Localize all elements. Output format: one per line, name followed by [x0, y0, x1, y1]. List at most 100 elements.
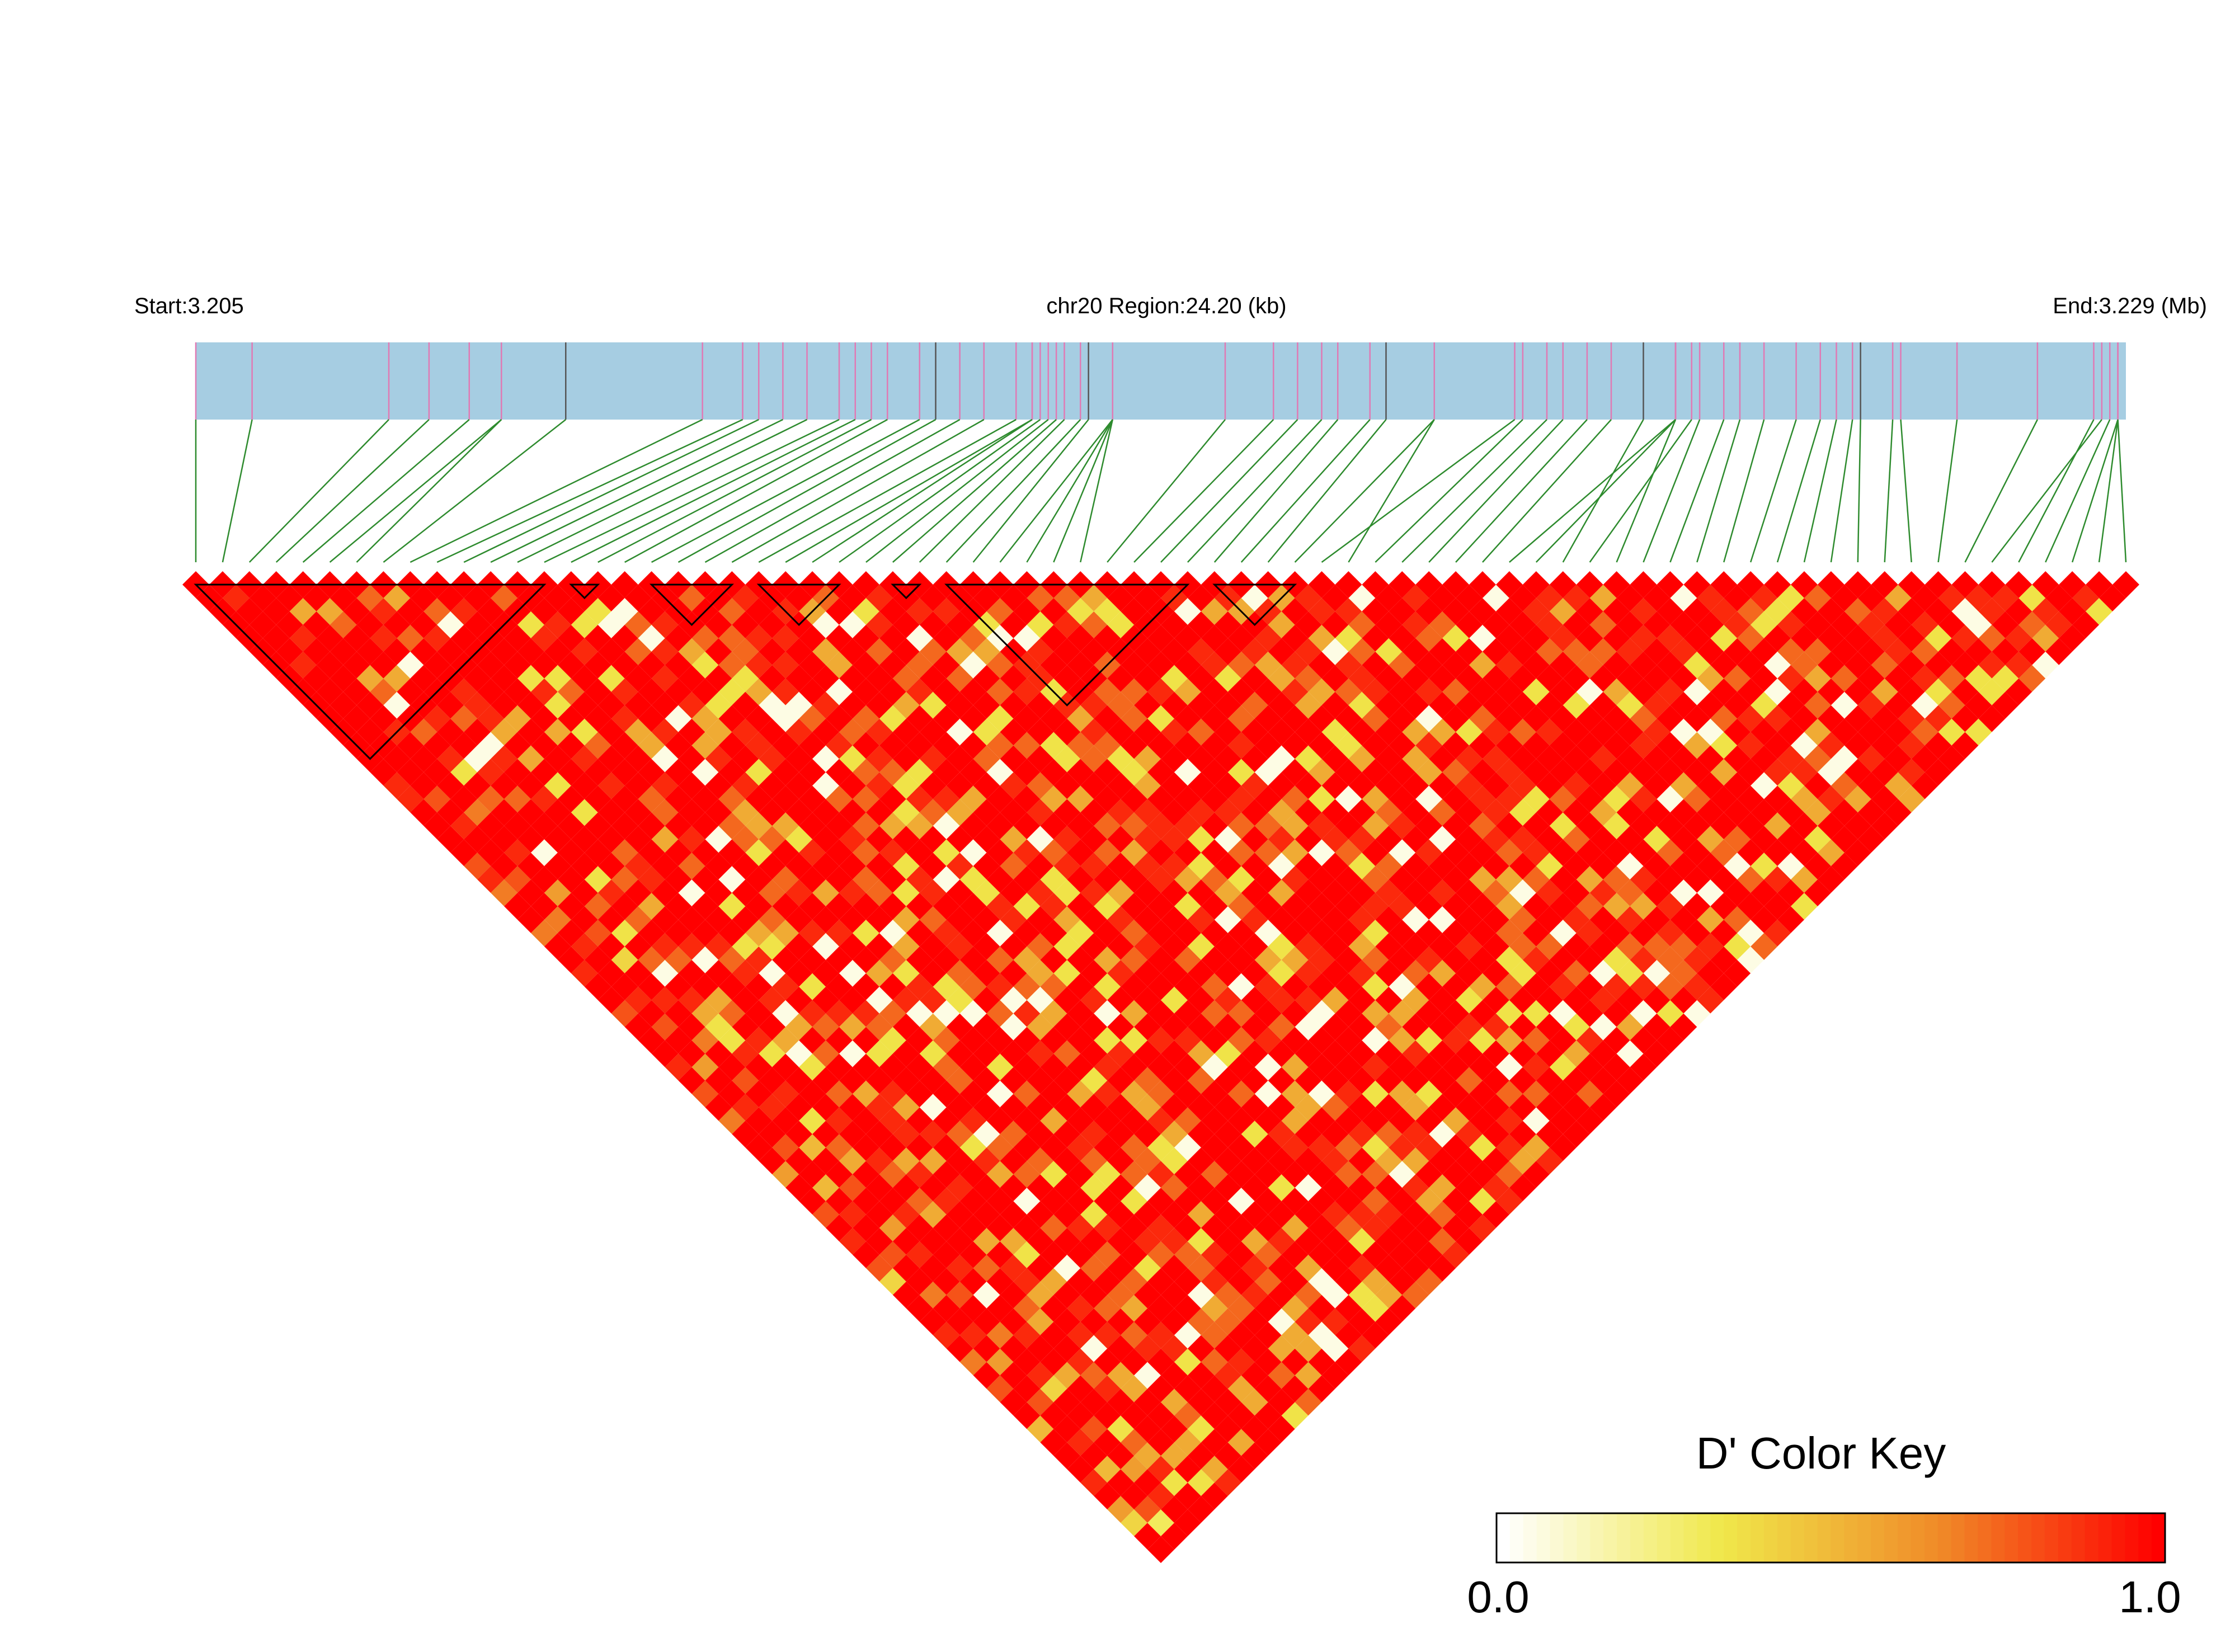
ld-cell	[1469, 1107, 1496, 1135]
ld-cell	[1710, 597, 1738, 625]
ld-cell	[1094, 1268, 1121, 1295]
ld-cell	[705, 799, 732, 826]
ld-cell	[1402, 1254, 1429, 1282]
ld-cell	[973, 718, 1000, 746]
ld-cell	[1630, 919, 1657, 947]
ld-cell	[544, 906, 571, 933]
ld-cell	[1737, 597, 1765, 625]
color-key-swatch	[1777, 1513, 1791, 1562]
ld-cell	[1576, 1053, 1603, 1081]
ld-cell	[1013, 1107, 1041, 1135]
ld-cell	[450, 597, 478, 625]
ld-cell	[1321, 1094, 1349, 1121]
ld-cell	[1563, 1094, 1590, 1121]
ld-cell	[1268, 986, 1295, 1014]
ld-cell	[959, 973, 987, 1000]
ld-cell	[1174, 946, 1201, 973]
ld-cell	[1389, 812, 1416, 840]
ld-cell	[1616, 906, 1644, 933]
ld-cell	[544, 772, 571, 799]
ld-cell	[557, 705, 585, 732]
ld-cell	[1362, 1053, 1389, 1081]
ld-cell	[933, 1188, 960, 1215]
ld-cell	[1335, 1188, 1362, 1215]
ld-cell	[705, 906, 732, 933]
ld-cell	[1857, 799, 1885, 826]
ld-cell	[1067, 1348, 1094, 1376]
ld-cell	[906, 624, 933, 652]
ld-cell	[1429, 638, 1456, 665]
ld-cell	[1147, 705, 1174, 732]
snp-connector	[704, 418, 961, 563]
ld-cell	[745, 1000, 773, 1027]
ld-cell	[906, 946, 933, 973]
ld-cell	[986, 812, 1014, 840]
ld-cell	[1147, 839, 1174, 867]
ld-cell	[1308, 732, 1335, 759]
ld-cell	[1214, 665, 1241, 692]
ld-cell	[491, 826, 517, 853]
ld-cell	[973, 585, 1000, 611]
ld-cell	[504, 705, 531, 732]
ld-cell	[1227, 866, 1255, 893]
ld-cell	[1147, 946, 1174, 973]
ld-cell	[1121, 1456, 1148, 1483]
ld-cell	[1429, 665, 1456, 692]
ld-cell	[1389, 1268, 1416, 1295]
ld-cell	[1187, 1174, 1215, 1202]
ld-cell	[1670, 585, 1697, 611]
ld-cell	[732, 1094, 759, 1121]
ld-cell	[1630, 785, 1657, 813]
color-key-swatch	[1536, 1513, 1551, 1562]
ld-cell	[624, 665, 652, 692]
ld-cell	[1509, 772, 1536, 799]
ld-cell	[544, 799, 571, 826]
ld-cell	[1268, 1201, 1295, 1228]
ld-cell	[584, 705, 611, 732]
ld-cell	[1227, 1375, 1255, 1402]
ld-cell	[1053, 959, 1081, 987]
ld-cell	[892, 691, 920, 719]
ld-cell	[879, 1134, 906, 1161]
ld-cell	[933, 812, 960, 840]
ld-cell	[1536, 718, 1563, 746]
snp-connector-lines	[195, 418, 2127, 563]
ld-cell	[1522, 1134, 1550, 1161]
ld-cell	[691, 678, 719, 705]
ld-cell	[504, 839, 531, 867]
ld-cell	[1094, 732, 1121, 759]
ld-cell	[1080, 1335, 1108, 1362]
snp-connector	[758, 418, 1017, 563]
snp-connector	[490, 418, 783, 563]
ld-cell	[986, 1295, 1014, 1322]
ld-cell	[826, 1134, 853, 1161]
ld-cell	[1254, 919, 1282, 947]
ld-cell	[1254, 812, 1282, 840]
ld-cell	[1589, 799, 1617, 826]
ld-cell	[1187, 611, 1215, 638]
ld-cell	[1643, 853, 1671, 880]
ld-cell	[946, 1335, 973, 1362]
ld-cell	[303, 665, 330, 692]
ld-cell	[745, 866, 773, 893]
snp-connector	[1643, 419, 1701, 563]
ld-cell	[1308, 785, 1335, 813]
color-key-swatch	[1831, 1513, 1845, 1562]
ld-cell	[665, 651, 692, 679]
ld-cell	[1817, 866, 1845, 893]
ld-cell	[1067, 1107, 1094, 1135]
ld-cell	[1227, 812, 1255, 840]
ld-cell	[1536, 745, 1563, 773]
ld-cell	[906, 705, 933, 732]
ld-cell	[1053, 1121, 1081, 1148]
ld-cell	[1295, 745, 1322, 773]
ld-cell	[1321, 853, 1349, 880]
snp-diamond	[1576, 571, 1603, 598]
ld-cell	[1670, 611, 1697, 638]
ld-cell	[1697, 718, 1724, 746]
ld-cell	[1670, 933, 1697, 960]
ld-cell	[1495, 732, 1523, 759]
ld-cell	[1630, 973, 1657, 1000]
ld-cell	[1415, 1000, 1443, 1027]
